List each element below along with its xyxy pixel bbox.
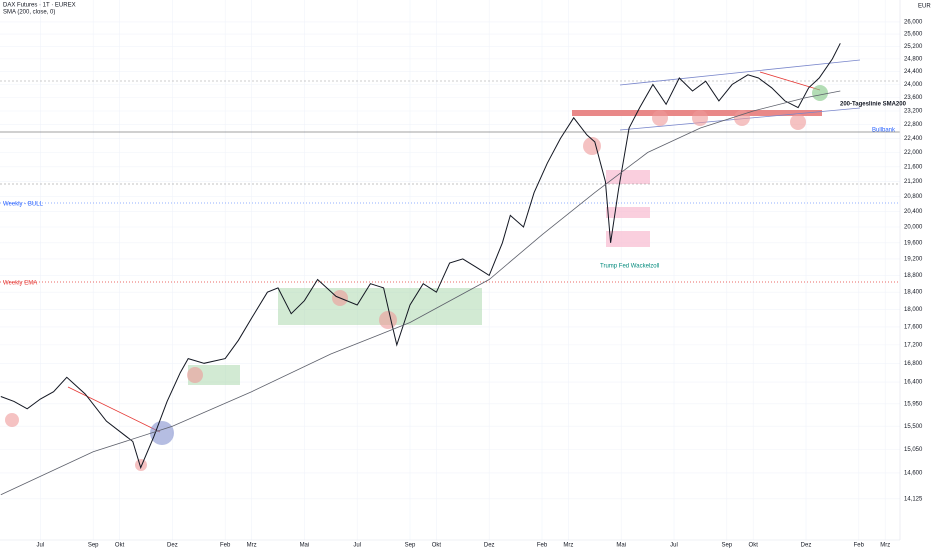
x-tick-label: Okt — [115, 543, 125, 549]
x-tick-label: Jul — [670, 543, 678, 549]
y-tick-label: 15,500 — [904, 424, 923, 430]
x-tick-label: Sep — [405, 543, 416, 549]
y-tick-label: 21,600 — [904, 164, 923, 170]
y-tick-label: 24,800 — [904, 56, 923, 62]
y-tick-label: 14,600 — [904, 471, 923, 477]
annotation: 200-Tageslinie SMA200 — [840, 102, 907, 108]
y-tick-label: 15,950 — [904, 401, 923, 407]
marker-circle — [135, 459, 147, 471]
y-tick-label: 22,000 — [904, 150, 923, 156]
x-tick-label: Feb — [537, 543, 548, 549]
annotation: Trump Fed Wackelzoll — [600, 264, 659, 270]
y-tick-label: 23,200 — [904, 109, 923, 115]
y-tick-label: 18,400 — [904, 290, 923, 296]
x-tick-label: Jul — [37, 543, 45, 549]
x-tick-label: Okt — [749, 543, 759, 549]
x-tick-label: Okt — [432, 543, 442, 549]
y-tick-label: 19,600 — [904, 240, 923, 246]
currency-label: EUR — [918, 4, 931, 10]
zone — [606, 207, 650, 218]
zone — [606, 170, 650, 184]
annotation: Weekly EMA — [3, 281, 37, 287]
y-tick-label: 20,000 — [904, 225, 923, 231]
price-line — [0, 43, 841, 470]
price-axis — [900, 0, 932, 550]
zone — [606, 231, 650, 247]
y-tick-label: 18,800 — [904, 273, 923, 279]
y-tick-label: 20,400 — [904, 209, 923, 215]
marker-circle — [812, 85, 828, 101]
y-tick-label: 25,200 — [904, 44, 923, 50]
y-tick-label: 16,400 — [904, 380, 923, 386]
x-tick-label: Sep — [721, 543, 732, 549]
x-tick-label: Dez — [801, 543, 812, 549]
x-tick-label: Dez — [167, 543, 178, 549]
x-tick-label: Mrz — [563, 543, 573, 549]
y-tick-label: 17,200 — [904, 342, 923, 348]
marker-circle — [5, 413, 19, 427]
y-tick-label: 17,600 — [904, 324, 923, 330]
annotation: Bullbank — [872, 128, 896, 134]
marker-circle — [734, 110, 750, 126]
plot — [0, 43, 841, 496]
marker-circle — [583, 137, 601, 155]
y-tick-label: 21,200 — [904, 179, 923, 185]
marker-circle — [379, 311, 397, 329]
y-tick-label: 25,600 — [904, 32, 923, 38]
y-tick-label: 20,800 — [904, 194, 923, 200]
x-tick-label: Mai — [300, 543, 310, 549]
x-tick-label: Feb — [854, 543, 865, 549]
x-tick-label: Mrz — [247, 543, 257, 549]
y-tick-label: 14,125 — [904, 496, 923, 502]
marker-circle — [692, 110, 708, 126]
x-tick-label: Feb — [220, 543, 231, 549]
y-tick-label: 26,000 — [904, 20, 923, 26]
y-tick-label: 18,000 — [904, 307, 923, 313]
marker-circle — [150, 421, 174, 445]
x-tick-label: Mai — [616, 543, 626, 549]
marker-circle — [652, 110, 668, 126]
y-tick-label: 24,000 — [904, 82, 923, 88]
y-tick-label: 16,800 — [904, 361, 923, 367]
y-tick-label: 15,050 — [904, 447, 923, 453]
trend-line — [67, 386, 161, 433]
price-line — [0, 90, 841, 496]
y-tick-label: 24,400 — [904, 69, 923, 75]
annotation: Weekly - BULL — [3, 202, 44, 208]
x-tick-label: Dez — [484, 543, 495, 549]
y-tick-label: 22,400 — [904, 136, 923, 142]
y-tick-label: 23,600 — [904, 95, 923, 101]
y-tick-label: 22,800 — [904, 122, 923, 128]
x-tick-label: Jul — [353, 543, 361, 549]
legend-entry: DAX Futures · 1T · EUREX — [3, 3, 76, 9]
marker-circle — [790, 114, 806, 130]
marker-circle — [187, 367, 203, 383]
trend-line — [619, 59, 861, 86]
legend-entry: SMA (200, close, 0) — [3, 10, 55, 16]
x-tick-label: Mrz — [880, 543, 890, 549]
y-tick-label: 19,200 — [904, 256, 923, 262]
x-tick-label: Sep — [88, 543, 99, 549]
